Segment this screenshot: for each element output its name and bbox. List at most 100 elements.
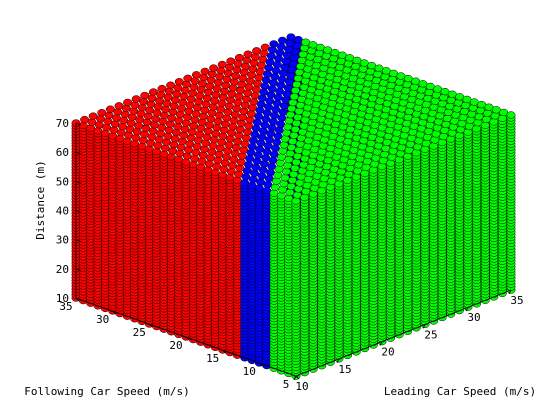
data-point	[417, 86, 427, 94]
data-point	[235, 125, 245, 133]
data-point	[420, 145, 430, 154]
data-point	[325, 73, 335, 81]
data-point	[182, 80, 191, 88]
data-point	[335, 102, 344, 110]
data-point	[245, 154, 255, 163]
data-point	[284, 155, 294, 164]
data-point	[317, 109, 327, 117]
data-point	[342, 66, 352, 74]
data-point	[291, 197, 301, 205]
data-point	[351, 62, 361, 71]
data-point	[352, 95, 362, 103]
data-point	[265, 97, 275, 105]
data-point	[345, 164, 355, 172]
data-point	[435, 112, 445, 120]
data-point	[291, 86, 300, 95]
data-point	[169, 102, 179, 110]
data-points	[71, 33, 516, 380]
data-point	[370, 121, 380, 129]
data-point	[365, 106, 375, 115]
data-point	[314, 127, 323, 135]
data-point	[96, 115, 105, 123]
data-point	[339, 117, 349, 125]
data-point	[157, 123, 167, 132]
data-point	[210, 168, 220, 177]
data-point	[332, 153, 342, 161]
data-point	[250, 53, 260, 61]
data-point	[236, 158, 246, 166]
data-point	[271, 144, 280, 152]
data-point	[230, 110, 240, 119]
data-point	[404, 107, 414, 116]
data-point	[264, 64, 274, 72]
data-point	[409, 122, 419, 130]
data-point	[306, 163, 316, 172]
data-point	[219, 165, 229, 173]
data-point	[292, 119, 301, 127]
data-point	[360, 92, 370, 100]
data-point	[371, 154, 381, 162]
data-point	[234, 92, 244, 101]
data-point	[340, 149, 350, 158]
data-point	[357, 110, 366, 118]
data-point	[130, 101, 140, 109]
data-point	[337, 51, 347, 59]
data-point	[199, 73, 209, 82]
data-point	[387, 114, 397, 122]
data-point	[315, 160, 324, 168]
data-point	[285, 39, 295, 47]
data-point	[378, 85, 387, 93]
data-point	[308, 79, 318, 88]
data-point	[104, 111, 114, 119]
data-point	[164, 87, 174, 95]
data-point	[375, 136, 385, 144]
data-point	[192, 142, 202, 151]
data-point	[418, 118, 428, 127]
data-point	[183, 113, 192, 121]
data-point	[395, 78, 405, 86]
data-point	[400, 93, 409, 101]
data-point	[258, 166, 268, 174]
data-point	[147, 94, 157, 102]
data-point	[360, 169, 370, 178]
data-point	[179, 131, 189, 139]
data-point	[293, 152, 302, 160]
data-point	[279, 141, 289, 149]
data-point	[429, 142, 439, 150]
data-point	[325, 183, 335, 191]
data-point	[374, 103, 384, 111]
data-point	[337, 168, 346, 176]
data-point	[359, 59, 369, 67]
data-point	[212, 85, 222, 93]
data-point	[320, 58, 330, 66]
data-point	[321, 91, 331, 99]
data-point	[208, 103, 218, 111]
data-point	[285, 188, 295, 197]
data-point	[238, 74, 248, 83]
data-point	[347, 80, 357, 89]
data-point	[358, 143, 367, 151]
data-point	[206, 154, 215, 162]
data-point	[277, 75, 287, 83]
data-point	[174, 116, 184, 125]
data-point	[298, 50, 308, 58]
data-point	[319, 174, 329, 183]
data-point	[305, 130, 315, 139]
data-point	[303, 65, 313, 73]
data-point	[276, 192, 286, 200]
data-point	[229, 78, 239, 86]
data-point	[408, 89, 418, 97]
data-point	[143, 112, 153, 120]
data-point	[217, 99, 227, 108]
data-point	[348, 113, 358, 122]
data-point	[295, 101, 305, 109]
data-point	[248, 104, 257, 112]
data-point	[362, 157, 372, 166]
data-point	[148, 127, 158, 135]
data-point	[304, 98, 314, 106]
data-point	[344, 131, 354, 140]
data-point	[272, 177, 281, 185]
data-point	[241, 173, 251, 181]
data-point	[317, 187, 327, 195]
data-point	[249, 136, 258, 145]
